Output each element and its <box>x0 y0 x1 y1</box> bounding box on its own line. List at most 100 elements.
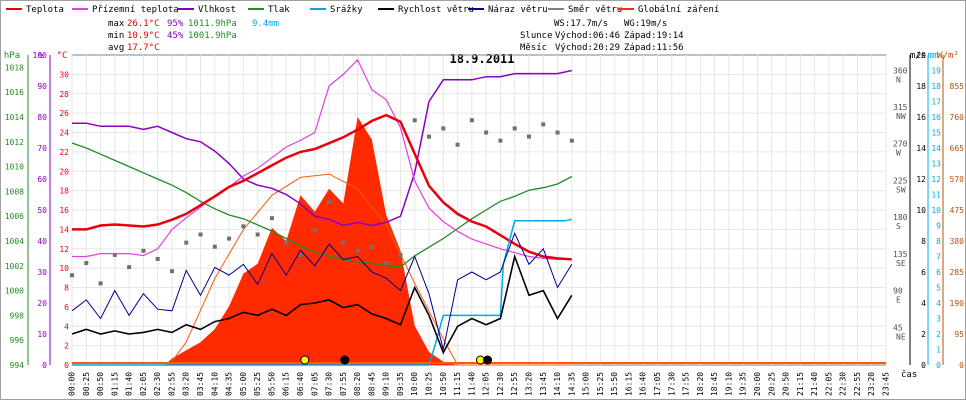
mm-tick-7: 12 <box>931 175 941 184</box>
wind-dir-point-22 <box>384 261 389 266</box>
legend-label-7: Směr větru <box>568 5 622 15</box>
x-tick-21: 08:45 <box>367 372 376 396</box>
legend-label-6: Náraz větru <box>488 5 548 15</box>
x-tick-33: 13:45 <box>539 372 548 396</box>
x-tick-41: 17:05 <box>653 372 662 396</box>
wind-dir-point-18 <box>327 199 332 204</box>
x-tick-50: 20:50 <box>782 372 791 396</box>
wind-dir-point-4 <box>127 265 132 270</box>
wind-dir-point-23 <box>398 252 403 257</box>
wind-dir-point-12 <box>241 224 246 229</box>
wind-dir-point-2 <box>98 281 103 286</box>
plot-area <box>70 58 886 366</box>
axis-unit-wm2: W/m² <box>937 51 959 61</box>
ms-tick-0: 20 <box>916 51 926 60</box>
dir-cardinal-2: W <box>896 149 901 158</box>
mm-tick-18: 1 <box>936 346 941 355</box>
wind-dir-point-32 <box>526 134 531 139</box>
x-tick-13: 05:25 <box>253 372 262 396</box>
degc-tick-15: 0 <box>64 361 69 370</box>
moonrise-marker <box>483 355 493 365</box>
x-tick-38: 15:50 <box>610 372 619 396</box>
mm-tick-16: 3 <box>936 315 941 324</box>
x-tick-18: 07:30 <box>325 372 334 396</box>
mm-tick-17: 2 <box>936 330 941 339</box>
wind-dir-point-26 <box>441 126 446 131</box>
degc-tick-14: 2 <box>64 342 69 351</box>
chart-title: 18.9.2011 <box>449 52 514 66</box>
wm2-tick-9: 0 <box>959 361 964 370</box>
hpa-tick-2: 1014 <box>5 113 24 122</box>
dir-cardinal-1: NW <box>896 112 906 121</box>
wind-dir-point-34 <box>555 130 560 135</box>
x-tick-47: 19:35 <box>739 372 748 396</box>
mm-tick-10: 9 <box>936 222 941 231</box>
dir-cardinal-0: N <box>896 75 901 84</box>
legend: Teplota Přízemní teplota Vlhkost Tlak Srážky… <box>6 5 719 15</box>
axis-unit-mm: mm <box>928 51 939 61</box>
x-tick-32: 13:20 <box>524 372 533 396</box>
x-tick-22: 09:10 <box>382 372 391 396</box>
mm-tick-2: 17 <box>931 98 941 107</box>
hpa-tick-11: 996 <box>10 336 25 345</box>
mm-tick-11: 8 <box>936 237 941 246</box>
sun-set: Západ:19:14 <box>624 31 684 41</box>
degc-tick-8: 14 <box>59 225 69 234</box>
hpa-tick-9: 1000 <box>5 287 24 296</box>
wind-wg: WG:19m/s <box>624 19 667 29</box>
series-solar-area <box>72 117 572 365</box>
mm-tick-6: 13 <box>931 160 941 169</box>
wm2-tick-3: 570 <box>950 175 965 184</box>
x-tick-40: 16:40 <box>639 372 648 396</box>
x-tick-3: 01:15 <box>110 372 119 396</box>
wind-dir-point-21 <box>369 244 374 249</box>
pct-tick-9: 10 <box>37 330 47 339</box>
wind-dir-point-8 <box>184 240 189 245</box>
x-tick-36: 15:00 <box>582 372 591 396</box>
wind-ws: WS:17.7m/s <box>554 19 608 29</box>
x-tick-27: 11:15 <box>453 372 462 396</box>
x-tick-16: 06:40 <box>296 372 305 396</box>
x-tick-35: 14:35 <box>567 372 576 396</box>
dir-cardinal-7: NE <box>896 332 906 341</box>
x-tick-28: 11:40 <box>467 372 476 396</box>
degc-tick-4: 22 <box>59 148 69 157</box>
mm-tick-1: 18 <box>931 82 941 91</box>
x-tick-51: 21:15 <box>796 372 805 396</box>
mm-tick-14: 5 <box>936 284 941 293</box>
stat-min-label: min <box>108 31 124 41</box>
wm2-tick-1: 760 <box>950 113 965 122</box>
x-tick-37: 15:25 <box>596 372 605 396</box>
dir-tick-7: 45 <box>893 323 903 332</box>
x-tick-49: 20:25 <box>767 372 776 396</box>
x-tick-6: 02:30 <box>153 372 162 396</box>
degc-tick-11: 8 <box>64 284 69 293</box>
x-axis-ticks: 00:00 00:25 00:50 01:15 01:40 02:05 02:30 02:55… <box>68 372 891 396</box>
stat-min-pressure: 1001.9hPa <box>188 31 237 41</box>
moon-rise: Východ:20:29 <box>555 43 620 53</box>
hpa-tick-10: 998 <box>10 311 25 320</box>
axis-unit-pct: % <box>38 51 44 61</box>
wind-dir-point-20 <box>355 248 360 253</box>
wind-dir-point-33 <box>541 122 546 127</box>
wind-dir-point-1 <box>84 261 89 266</box>
x-tick-2: 00:50 <box>96 372 105 396</box>
x-tick-30: 12:30 <box>496 372 505 396</box>
ms-tick-8: 4 <box>921 299 926 308</box>
wind-dir-point-31 <box>512 126 517 131</box>
wind-dir-point-0 <box>70 273 74 278</box>
time-unit-label: čas <box>901 369 917 380</box>
wm2-tick-4: 475 <box>950 206 965 215</box>
dir-tick-0: 360 <box>893 66 908 75</box>
wm2-tick-8: 95 <box>954 330 964 339</box>
x-tick-48: 20:00 <box>753 372 762 396</box>
wm2-tick-0: 855 <box>950 82 965 91</box>
x-tick-57: 23:45 <box>882 372 891 396</box>
wind-dir-point-7 <box>169 269 174 274</box>
mm-tick-9: 10 <box>931 206 941 215</box>
series-temperature-line <box>72 113 572 261</box>
x-tick-31: 12:55 <box>510 372 519 396</box>
wind-dir-point-3 <box>112 252 117 257</box>
legend-label-2: Vlhkost <box>198 5 236 15</box>
wind-dir-point-15 <box>284 240 289 245</box>
